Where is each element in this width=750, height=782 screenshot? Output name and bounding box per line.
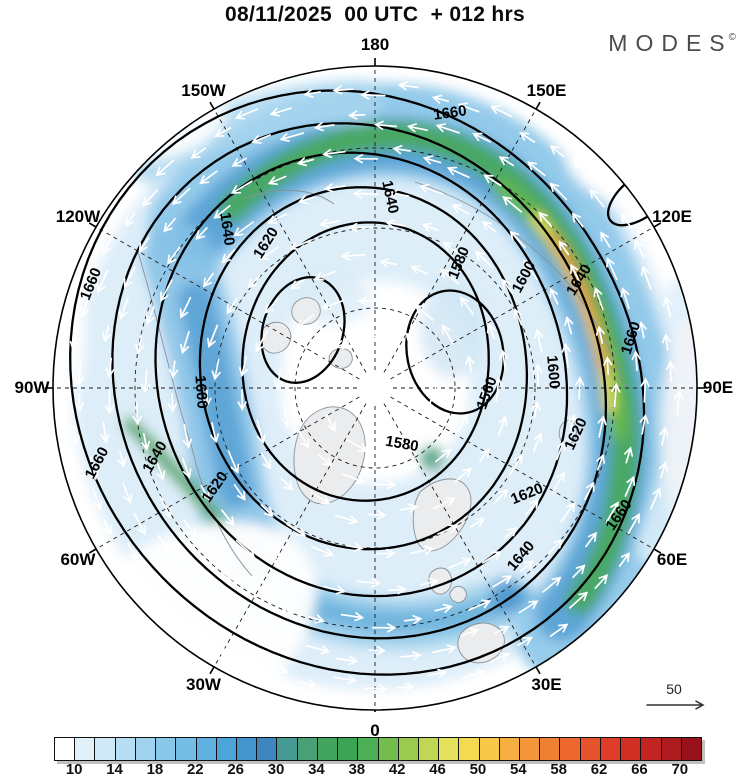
colorbar-cell-42: [397, 738, 418, 760]
colorbar-cell-38: [357, 738, 378, 760]
reference-arrow-label: 50: [666, 681, 682, 697]
colorbar-cell-32: [296, 738, 317, 760]
colorbar-cell-28: [256, 738, 277, 760]
colorbar-tick-30: 30: [267, 761, 285, 778]
colorbar-cell-24: [215, 738, 236, 760]
colorbar-cell-52: [498, 738, 520, 760]
wind-arrows: [69, 81, 684, 694]
longitude-label-180: 180: [360, 35, 390, 54]
longitude-label-60W: 60W: [60, 549, 96, 569]
longitude-label-0: 0: [370, 721, 380, 740]
colorbar-tick-54: 54: [509, 761, 527, 778]
colorbar-tick-46: 46: [429, 761, 446, 778]
colorbar-cell-48: [458, 738, 479, 760]
colorbar-cell-66: [640, 738, 661, 760]
colorbar-cell-20: [175, 738, 196, 760]
colorbar-cell-68: [660, 738, 681, 760]
colorbar-cell-64: [620, 738, 641, 760]
colorbar-tick-58: 58: [550, 761, 568, 778]
contour-label: 1600: [191, 374, 211, 410]
reference-arrow: [646, 700, 705, 710]
longitude-label-150W: 150W: [181, 80, 226, 100]
colorbar-cell-54: [519, 738, 540, 760]
colorbar-tick-38: 38: [348, 761, 366, 778]
longitude-label-90W: 90W: [14, 378, 50, 397]
longitude-label-120W: 120W: [55, 206, 101, 226]
copyright-mark: ©: [728, 32, 736, 44]
colorbar-cell-62: [599, 738, 621, 760]
colorbar-cell-56: [539, 738, 560, 760]
longitude-label-30W: 30W: [186, 675, 221, 695]
colorbar-tick-34: 34: [308, 761, 325, 778]
colorbar-cell-44: [417, 738, 439, 760]
colorbar-cell-70: [680, 738, 701, 760]
colorbar-tick-42: 42: [388, 761, 406, 778]
colorbar-cell-26: [235, 738, 257, 760]
contour-label: 1600: [543, 354, 563, 390]
colorbar-cell-10: [74, 738, 95, 760]
longitude-label-150E: 150E: [526, 80, 567, 100]
longitude-label-90E: 90E: [702, 378, 734, 397]
colorbar-cell-18: [155, 738, 176, 760]
colorbar-cell-30: [276, 738, 297, 760]
colorbar-cell-46: [438, 738, 459, 760]
colorbar-cell-22: [195, 738, 216, 760]
longitude-label-60E: 60E: [656, 549, 688, 569]
colorbar-tick-62: 62: [590, 761, 608, 778]
colorbar-cell-12: [94, 738, 115, 760]
colorbar-tick-26: 26: [227, 761, 245, 778]
modes-logo-text: MODES: [608, 30, 733, 56]
colorbar-cell-8: [55, 738, 75, 760]
colorbar-cell-14: [114, 738, 135, 760]
colorbar-tick-18: 18: [146, 761, 164, 778]
colorbar-cell-60: [579, 738, 600, 760]
colorbar-cell-16: [134, 738, 156, 760]
colorbar-tick-14: 14: [106, 761, 123, 778]
map-boundary: [45, 58, 705, 712]
longitude-label-120E: 120E: [652, 206, 692, 226]
colorbar-cell-34: [316, 738, 338, 760]
longitude-label-30E: 30E: [531, 675, 562, 695]
colorbar-tick-22: 22: [186, 761, 204, 778]
colorbar-cell-36: [337, 738, 358, 760]
colorbar-tick-70: 70: [671, 761, 689, 778]
page-title: 08/11/2025 00 UTC + 012 hrs: [225, 3, 525, 26]
colorbar-cell-40: [377, 738, 398, 760]
colorbar: [54, 737, 702, 761]
colorbar-cell-50: [478, 738, 499, 760]
colorbar-cell-58: [559, 738, 580, 760]
colorbar-tick-66: 66: [631, 761, 648, 778]
colorbar-tick-50: 50: [469, 761, 487, 778]
polar-map: [45, 58, 705, 712]
modes-logo: MODES©: [608, 30, 736, 57]
colorbar-tick-10: 10: [65, 761, 83, 778]
